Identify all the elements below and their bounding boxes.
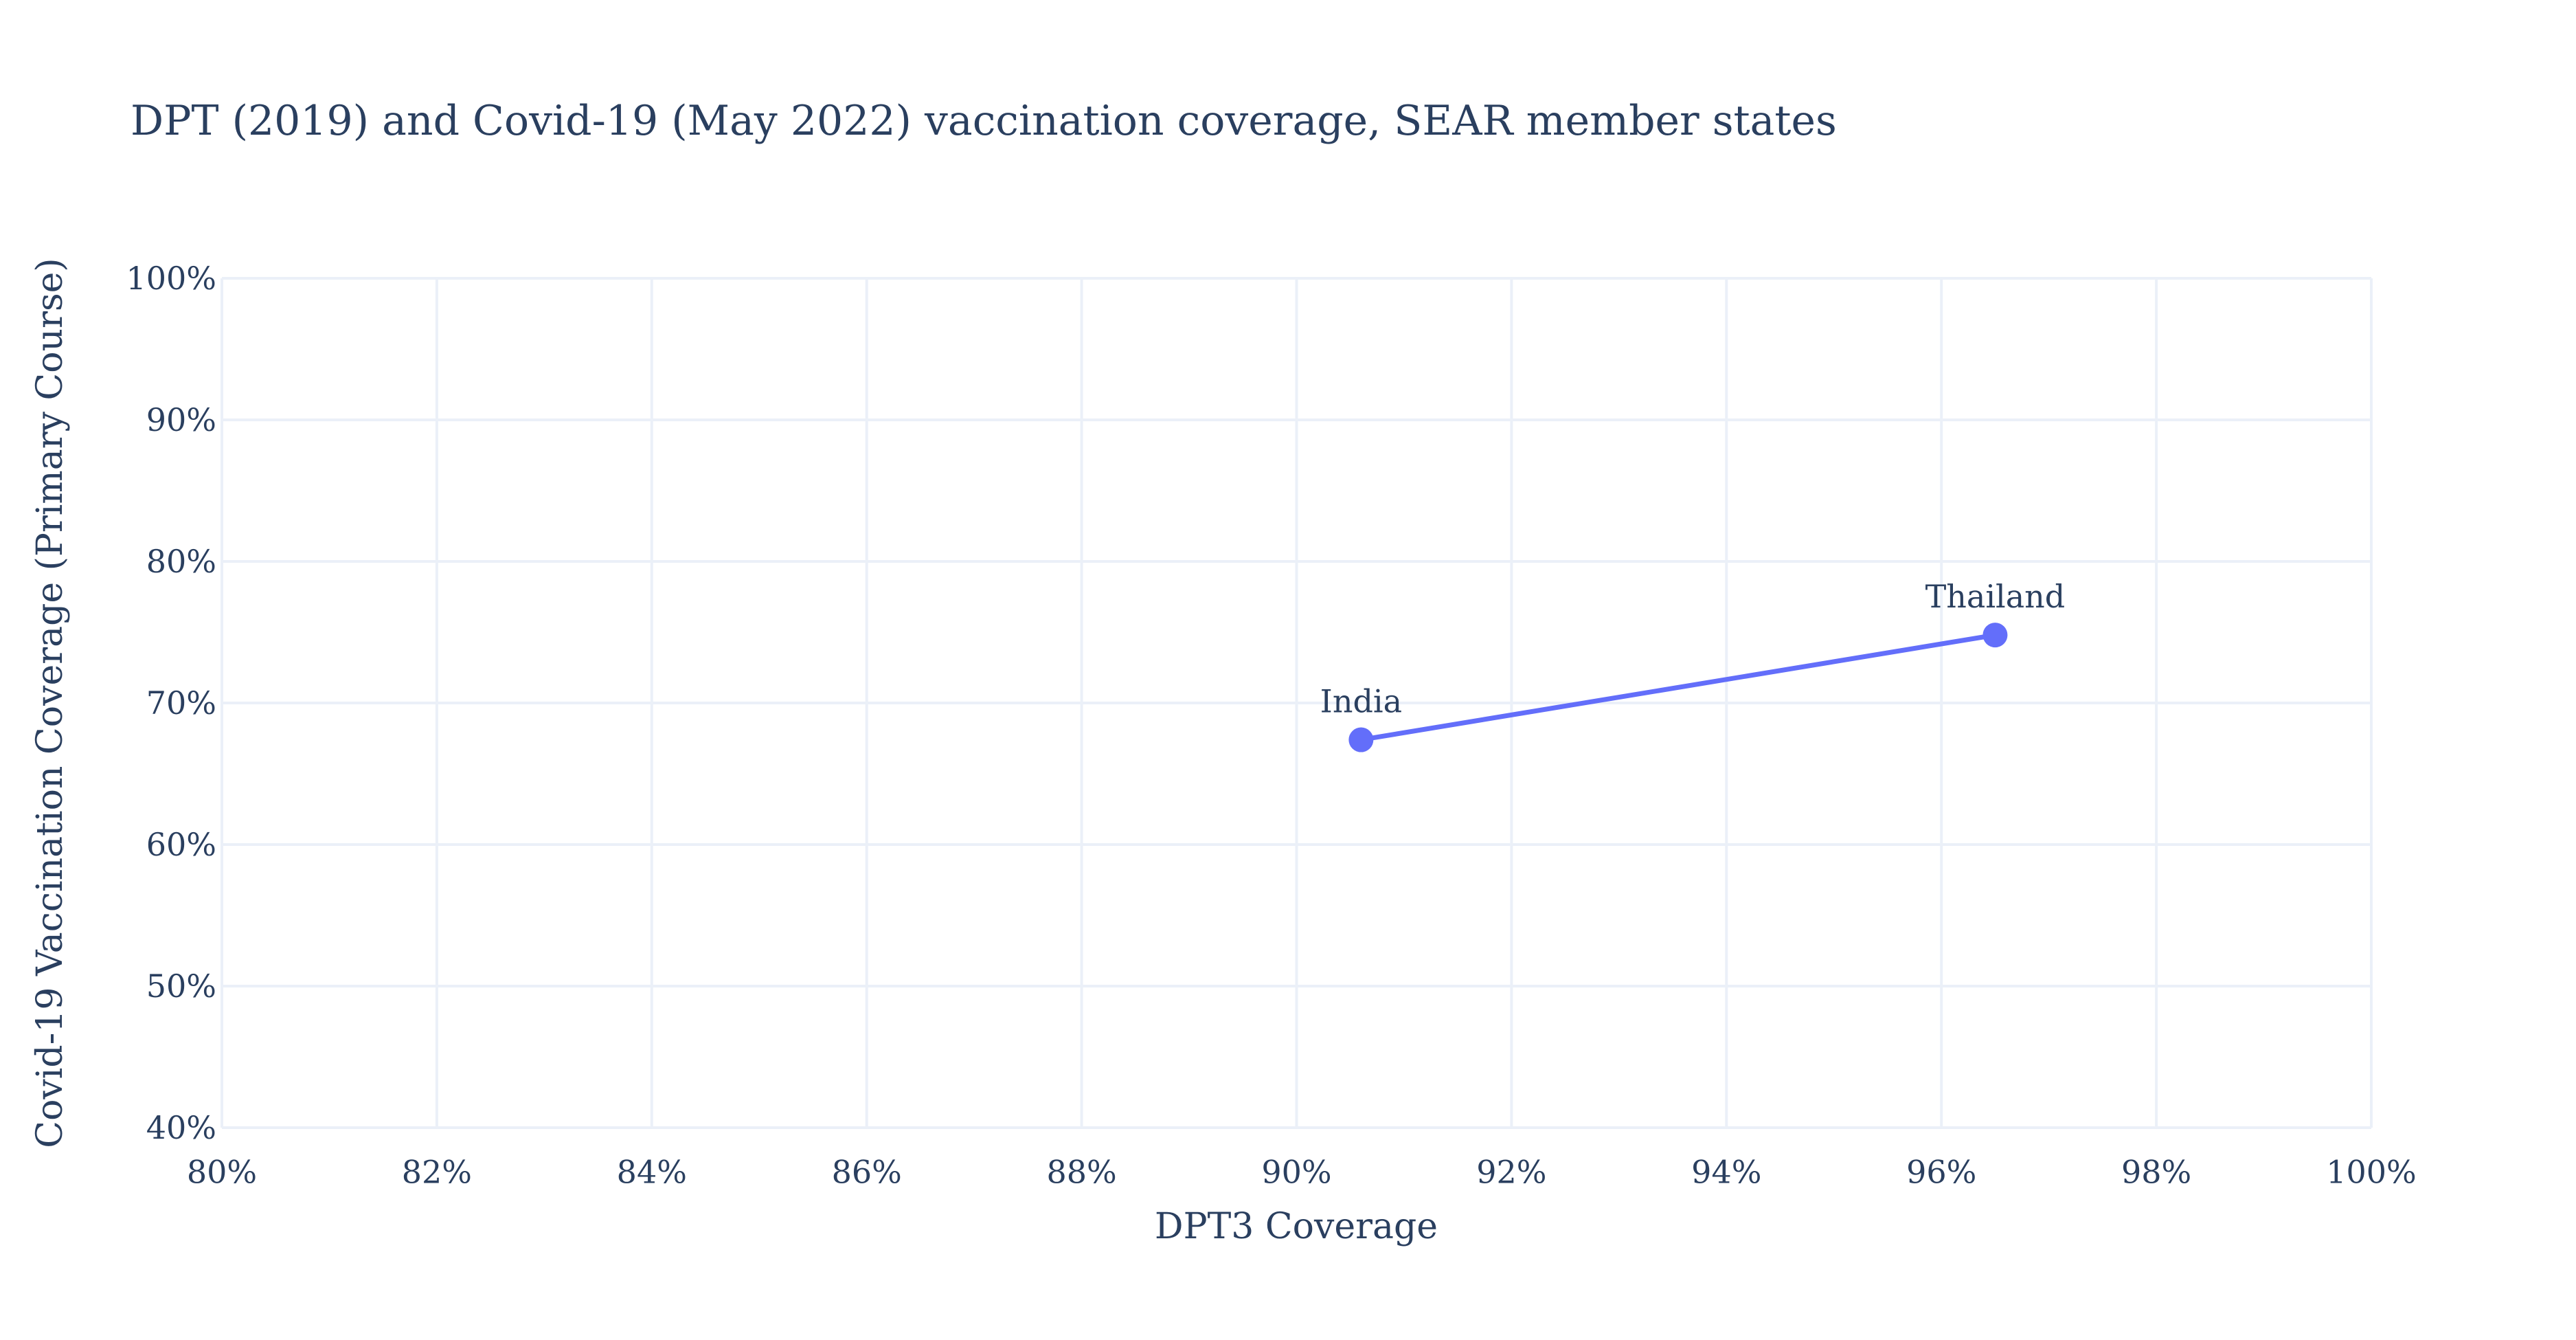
data-label-india: India: [1320, 683, 1402, 720]
x-tick-label: 88%: [1046, 1153, 1116, 1190]
data-point-india: [1348, 727, 1374, 752]
y-tick-labels: 40% 50% 60% 70% 80% 90% 100%: [126, 260, 216, 1146]
x-tick-label: 96%: [1906, 1153, 1976, 1190]
x-tick-label: 90%: [1261, 1153, 1331, 1190]
x-tick-label: 100%: [2326, 1153, 2417, 1190]
x-tick-label: 92%: [1476, 1153, 1546, 1190]
chart-title: DPT (2019) and Covid-19 (May 2022) vacci…: [131, 97, 1837, 145]
series-lines: [1360, 632, 1996, 743]
y-tick-label: 70%: [146, 684, 216, 722]
y-tick-label: 60%: [146, 826, 216, 863]
x-axis-title: DPT3 Coverage: [1155, 1206, 1438, 1247]
y-axis-title: Covid-19 Vaccination Coverage (Primary C…: [30, 258, 71, 1148]
x-tick-label: 84%: [617, 1153, 687, 1190]
y-tick-label: 90%: [146, 401, 216, 438]
x-tick-label: 82%: [402, 1153, 472, 1190]
point-labels: India Thailand: [1320, 578, 2066, 719]
series-markers: [1348, 623, 2008, 752]
series-line: [1360, 632, 1996, 743]
y-tick-label: 40%: [146, 1109, 216, 1146]
y-tick-label: 50%: [146, 968, 216, 1005]
grid: [221, 277, 2373, 1129]
x-tick-labels: 80% 82% 84% 86% 88% 90% 92% 94% 96% 98% 100%: [187, 1153, 2417, 1190]
data-label-thailand: Thailand: [1925, 578, 2066, 615]
x-tick-label: 98%: [2121, 1153, 2191, 1190]
data-point-thailand: [1982, 623, 2008, 648]
x-tick-label: 94%: [1691, 1153, 1761, 1190]
y-tick-label: 100%: [126, 260, 216, 297]
x-tick-label: 80%: [187, 1153, 257, 1190]
x-tick-label: 86%: [832, 1153, 902, 1190]
y-tick-label: 80%: [146, 543, 216, 580]
